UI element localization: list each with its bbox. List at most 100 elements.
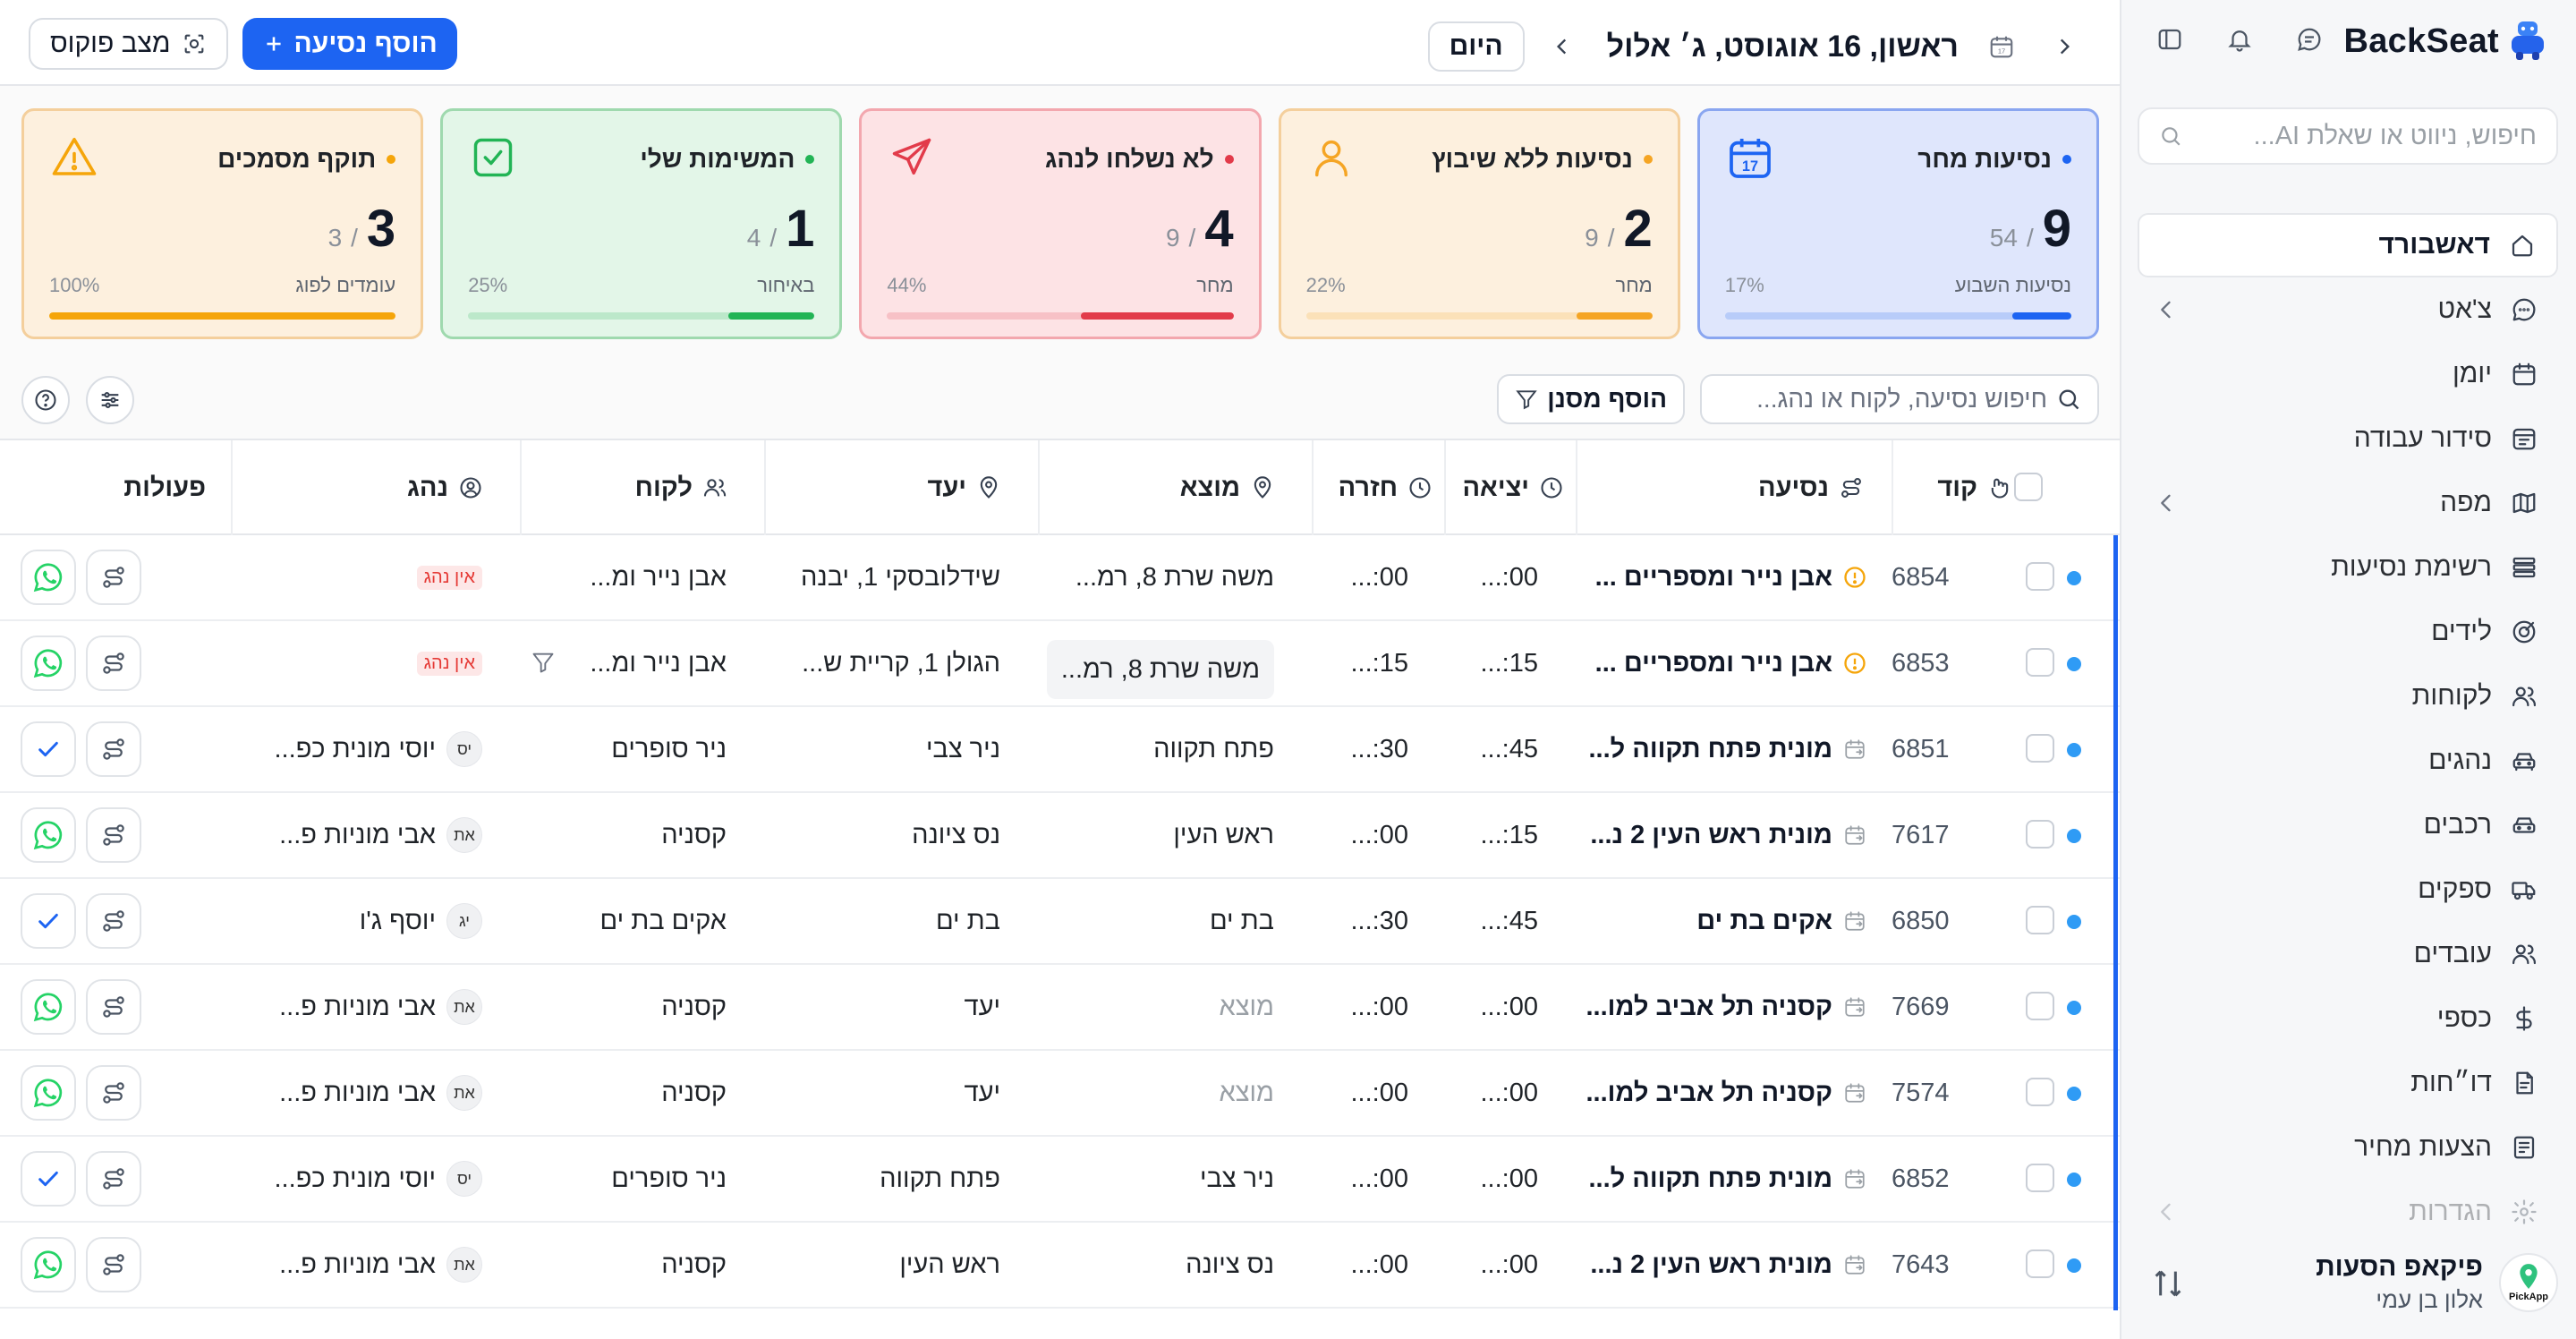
header-customer[interactable]: לקוח bbox=[520, 440, 764, 535]
select-all-checkbox[interactable] bbox=[2014, 473, 2043, 501]
stat-card-red[interactable]: לא נשלחו לנהג 4 / 9 מחר 44% bbox=[859, 108, 1262, 339]
driver-cell[interactable]: את אבי מוניות פ... bbox=[231, 965, 520, 1049]
whatsapp-button[interactable] bbox=[21, 979, 76, 1035]
row-checkbox[interactable] bbox=[2026, 906, 2054, 934]
customer-cell[interactable]: ניר סופרים bbox=[520, 1137, 764, 1221]
confirm-button[interactable] bbox=[21, 1151, 76, 1207]
today-button[interactable]: היום bbox=[1427, 21, 1525, 72]
header-trip[interactable]: נסיעה bbox=[1576, 440, 1892, 535]
destination-address[interactable]: שידלובסקי 1, יבנה bbox=[801, 562, 1000, 592]
origin-cell[interactable]: משה שרת 8, רמ... bbox=[1038, 535, 1312, 619]
table-row[interactable]: 6852 מונית פתח תקווה ל... 00:... 00:... … bbox=[0, 1137, 2120, 1223]
focus-mode-button[interactable]: מצב פוקוס bbox=[29, 18, 228, 70]
driver-cell[interactable]: יס יוסי מונית כפ... bbox=[231, 707, 520, 791]
trip-name-cell[interactable]: מונית פתח תקווה ל... bbox=[1576, 707, 1892, 791]
settings-sliders-icon[interactable] bbox=[86, 376, 134, 424]
origin-cell[interactable]: ניר צבי bbox=[1038, 1137, 1312, 1221]
sidebar-item-calendar[interactable]: יומן bbox=[2138, 342, 2558, 406]
destination-address[interactable]: נס ציונה bbox=[912, 820, 1000, 849]
whatsapp-button[interactable] bbox=[21, 550, 76, 605]
stat-card-green[interactable]: המשימות שלי 1 / 4 באיחור 25% bbox=[440, 108, 843, 339]
customer-cell[interactable]: אבן נייר ומ... bbox=[520, 535, 764, 619]
add-trip-button[interactable]: הוסף נסיעה bbox=[242, 18, 457, 70]
confirm-button[interactable] bbox=[21, 893, 76, 949]
origin-cell[interactable]: משה שרת 8, רמ... bbox=[1038, 621, 1312, 705]
sidebar-item-reports[interactable]: דו״חות bbox=[2138, 1051, 2558, 1115]
row-checkbox[interactable] bbox=[2026, 1249, 2054, 1278]
destination-address[interactable]: הגולן 1, קריית ש... bbox=[802, 648, 1000, 678]
trip-name-cell[interactable]: אבן נייר ומספריים ... bbox=[1576, 535, 1892, 619]
sidebar-item-home[interactable]: דאשבורד bbox=[2138, 213, 2558, 277]
whatsapp-button[interactable] bbox=[21, 807, 76, 863]
header-depart[interactable]: יציאה bbox=[1444, 440, 1576, 535]
trip-search[interactable] bbox=[1700, 374, 2099, 424]
trip-name-cell[interactable]: מונית ראש העין 2 נ... bbox=[1576, 793, 1892, 877]
add-filter-button[interactable]: הוסף מסנן bbox=[1497, 374, 1685, 424]
row-checkbox[interactable] bbox=[2026, 562, 2054, 591]
customer-cell[interactable]: ניר סופרים bbox=[520, 707, 764, 791]
customer-cell[interactable]: קסניה bbox=[520, 965, 764, 1049]
driver-cell[interactable]: יס יוסי מונית כפ... bbox=[231, 1137, 520, 1221]
messages-icon[interactable] bbox=[2291, 21, 2327, 57]
bell-icon[interactable] bbox=[2222, 21, 2257, 57]
destination-address[interactable]: ראש העין bbox=[899, 1249, 1000, 1279]
driver-cell[interactable]: יג יוסף ג'ו bbox=[231, 879, 520, 963]
customer-cell[interactable]: אבן נייר ומ... bbox=[520, 621, 764, 705]
origin-cell[interactable]: נס ציונה bbox=[1038, 1223, 1312, 1307]
whatsapp-button[interactable] bbox=[21, 635, 76, 691]
origin-cell[interactable]: פתח תקווה bbox=[1038, 707, 1312, 791]
header-return[interactable]: חזרה bbox=[1312, 440, 1444, 535]
route-action-button[interactable] bbox=[86, 721, 141, 777]
sidebar-item-schedule[interactable]: סידור עבודה bbox=[2138, 406, 2558, 471]
driver-cell[interactable]: אין נהג bbox=[231, 535, 520, 619]
sidebar-item-leads[interactable]: לידים bbox=[2138, 600, 2558, 664]
stat-card-amber[interactable]: תוקף מסמכים 3 / 3 עומדים לפוג 100% bbox=[21, 108, 424, 339]
route-action-button[interactable] bbox=[86, 979, 141, 1035]
route-action-button[interactable] bbox=[86, 1237, 141, 1292]
sidebar-item-customers[interactable]: לקוחות bbox=[2138, 664, 2558, 729]
whatsapp-button[interactable] bbox=[21, 1065, 76, 1121]
swap-org-icon[interactable] bbox=[2150, 1266, 2186, 1301]
origin-cell[interactable]: מוצא bbox=[1038, 965, 1312, 1049]
customer-cell[interactable]: קסניה bbox=[520, 1051, 764, 1135]
sidebar-footer[interactable]: PickApp פיקאפ הסעות אלון בן עמי bbox=[2138, 1242, 2558, 1323]
table-row[interactable]: 7574 קסניה תל אביב למו... 00:... 00:... … bbox=[0, 1051, 2120, 1137]
table-row[interactable]: 7669 קסניה תל אביב למו... 00:... 00:... … bbox=[0, 965, 2120, 1051]
route-action-button[interactable] bbox=[86, 635, 141, 691]
confirm-button[interactable] bbox=[21, 721, 76, 777]
table-row[interactable]: 7643 מונית ראש העין 2 נ... 00:... 00:...… bbox=[0, 1223, 2120, 1309]
trip-name-cell[interactable]: קסניה תל אביב למו... bbox=[1576, 965, 1892, 1049]
route-action-button[interactable] bbox=[86, 1065, 141, 1121]
trip-name-cell[interactable]: אקים בת ים bbox=[1576, 879, 1892, 963]
sidebar-search-input[interactable] bbox=[2182, 121, 2537, 151]
route-action-button[interactable] bbox=[86, 807, 141, 863]
sidebar-item-dollar[interactable]: כספי bbox=[2138, 986, 2558, 1051]
sidebar-item-quote[interactable]: הצעות מחיר bbox=[2138, 1115, 2558, 1180]
destination-address[interactable]: יעד bbox=[964, 1078, 1000, 1107]
driver-cell[interactable]: אין נהג bbox=[231, 621, 520, 705]
destination-address[interactable]: פתח תקווה bbox=[880, 1164, 1000, 1193]
trip-name-cell[interactable]: מונית פתח תקווה ל... bbox=[1576, 1137, 1892, 1221]
route-action-button[interactable] bbox=[86, 893, 141, 949]
trip-name-cell[interactable]: מונית ראש העין 2 נ... bbox=[1576, 1223, 1892, 1307]
driver-cell[interactable]: את אבי מוניות פ... bbox=[231, 793, 520, 877]
help-icon[interactable] bbox=[21, 376, 70, 424]
sidebar-item-chat[interactable]: צ'אט bbox=[2138, 277, 2558, 342]
header-dest[interactable]: יעד bbox=[764, 440, 1038, 535]
row-checkbox[interactable] bbox=[2026, 992, 2054, 1020]
sidebar-item-list[interactable]: רשימת נסיעות bbox=[2138, 535, 2558, 600]
table-row[interactable]: 6854 אבן נייר ומספריים ... 00:... 00:...… bbox=[0, 535, 2120, 621]
whatsapp-button[interactable] bbox=[21, 1237, 76, 1292]
route-action-button[interactable] bbox=[86, 550, 141, 605]
sidebar-item-car[interactable]: רכבים bbox=[2138, 793, 2558, 857]
driver-cell[interactable]: את אבי מוניות פ... bbox=[231, 1051, 520, 1135]
customer-cell[interactable]: אקים בת ים bbox=[520, 879, 764, 963]
row-checkbox[interactable] bbox=[2026, 1164, 2054, 1192]
layout-toggle-icon[interactable] bbox=[2152, 21, 2188, 57]
header-code[interactable]: קוד bbox=[1892, 440, 2013, 535]
destination-address[interactable]: יעד bbox=[964, 992, 1000, 1021]
table-row[interactable]: 6853 אבן נייר ומספריים ... 15:... 15:...… bbox=[0, 621, 2120, 707]
stat-card-blue[interactable]: נסיעות מחר 17 9 / 54 נסיעות השבוע 17% bbox=[1696, 108, 2099, 339]
row-checkbox[interactable] bbox=[2026, 1078, 2054, 1106]
chevron-left-icon[interactable] bbox=[2154, 490, 2179, 516]
